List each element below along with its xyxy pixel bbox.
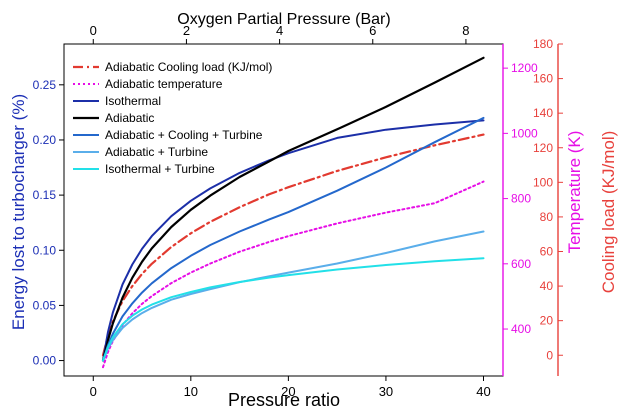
temperature-axis-label: Temperature (K) xyxy=(565,131,584,254)
axes: 0 10 20 30 400 2 4 6 80.000.050.100.150.200.2540… xyxy=(33,23,563,399)
legend: Adiabatic Cooling load (KJ/mol) Adiabatic… xyxy=(73,60,272,176)
cooling-tick-label: 180 xyxy=(533,37,553,51)
y-tick-label: 0.00 xyxy=(33,354,57,368)
legend-label: Adiabatic + Turbine xyxy=(105,145,208,159)
series-line-4 xyxy=(101,56,485,362)
temperature-tick-label: 1000 xyxy=(511,126,538,140)
legend-label: Isothermal + Turbine xyxy=(105,162,215,176)
top-tick-label: 4 xyxy=(276,23,283,38)
top-tick-label: 6 xyxy=(369,23,376,38)
legend-label: Adiabatic Cooling load (KJ/mol) xyxy=(105,60,272,74)
legend-label: Adiabatic + Cooling + Turbine xyxy=(105,128,263,142)
series-line-6 xyxy=(102,230,485,362)
x-tick-label: 30 xyxy=(379,384,393,399)
cooling-axis-label: Cooling load (KJ/mol) xyxy=(599,131,618,294)
legend-label: Adiabatic temperature xyxy=(105,77,223,91)
temperature-tick-label: 600 xyxy=(511,257,531,271)
y-tick-label: 0.25 xyxy=(33,78,57,92)
temperature-tick-label: 1200 xyxy=(511,61,538,75)
cooling-tick-label: 120 xyxy=(533,141,553,155)
cooling-tick-label: 0 xyxy=(546,348,553,362)
y-tick-label: 0.10 xyxy=(33,243,57,257)
y-tick-label: 0.05 xyxy=(33,298,57,312)
legend-label: Adiabatic xyxy=(105,111,154,125)
y-axis-label: Energy lost to turbocharger (%) xyxy=(9,94,28,330)
cooling-tick-label: 160 xyxy=(533,72,553,86)
legend-label: Isothermal xyxy=(105,94,161,108)
temperature-tick-label: 800 xyxy=(511,192,531,206)
top-tick-label: 0 xyxy=(90,23,97,38)
series-line-3 xyxy=(102,119,485,362)
plot-frame xyxy=(63,43,504,377)
x-tick-label: 40 xyxy=(476,384,490,399)
cooling-tick-label: 100 xyxy=(533,175,553,189)
x-tick-label: 10 xyxy=(184,384,198,399)
x-tick-label: 20 xyxy=(281,384,295,399)
cooling-tick-label: 140 xyxy=(533,106,553,120)
plot-lines xyxy=(101,56,485,369)
series-line-5 xyxy=(102,116,485,362)
x-tick-label: 0 xyxy=(90,384,97,399)
cooling-tick-label: 80 xyxy=(540,210,554,224)
y-tick-label: 0.20 xyxy=(33,133,57,147)
cooling-tick-label: 40 xyxy=(540,279,554,293)
temperature-tick-label: 400 xyxy=(511,322,531,336)
y-tick-label: 0.15 xyxy=(33,188,57,202)
top-axis-label: Oxygen Partial Pressure (Bar) xyxy=(177,11,390,28)
cooling-tick-label: 20 xyxy=(540,314,554,328)
top-tick-label: 8 xyxy=(462,23,469,38)
series-line-7 xyxy=(102,257,485,362)
cooling-tick-label: 60 xyxy=(540,245,554,259)
x-axis-label: Pressure ratio xyxy=(228,390,340,410)
series-line-2 xyxy=(102,180,485,369)
top-tick-label: 2 xyxy=(183,23,190,38)
